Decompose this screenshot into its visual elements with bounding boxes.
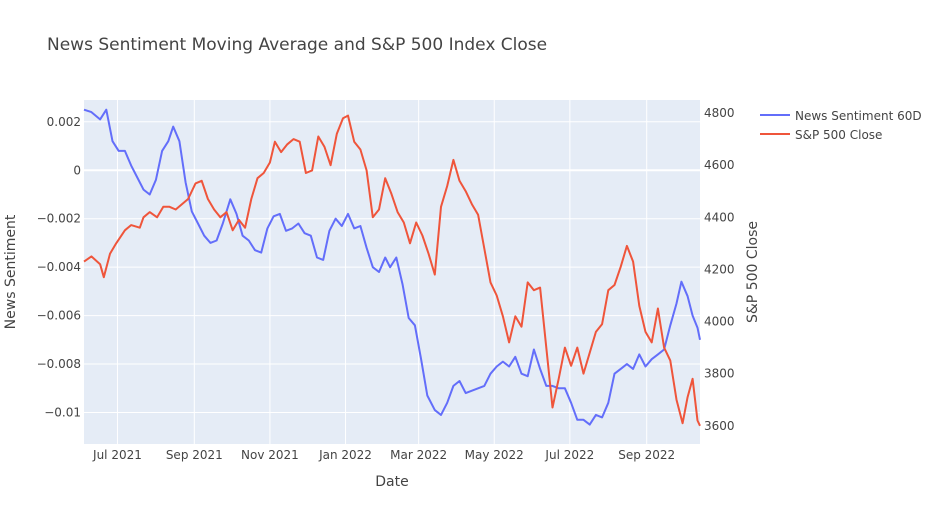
x-tick-label: May 2022	[465, 448, 524, 462]
series-layer	[83, 108, 701, 427]
x-tick-label: Sep 2022	[618, 448, 675, 462]
y2-tick-label: 3800	[704, 367, 735, 381]
y-tick-label: −0.004	[37, 260, 81, 274]
chart-title: News Sentiment Moving Average and S&P 50…	[47, 35, 547, 55]
x-tick-label: Mar 2022	[390, 448, 447, 462]
legend-label-sentiment[interactable]: News Sentiment 60D	[795, 109, 922, 123]
sp500-line[interactable]	[83, 114, 701, 427]
y2-tick-label: 4600	[704, 158, 735, 172]
y2-tick-label: 3600	[704, 419, 735, 433]
y-tick-label: −0.008	[37, 357, 81, 371]
x-axis-title: Date	[375, 474, 408, 490]
x-gridlines	[116, 100, 648, 444]
x-tick-label: Jan 2022	[318, 448, 372, 462]
y2-tick-labels: 3600 3800 4000 4200 4400 4600 4800	[704, 106, 735, 433]
x-tick-label: Nov 2021	[241, 448, 299, 462]
y-tick-label: −0.01	[44, 406, 81, 420]
y-tick-label: 0	[73, 163, 81, 177]
legend: News Sentiment 60D S&P 500 Close	[760, 109, 922, 142]
legend-label-sp500[interactable]: S&P 500 Close	[795, 128, 882, 142]
x-tick-labels: Jul 2021 Sep 2021 Nov 2021 Jan 2022 Mar 2022…	[92, 448, 675, 462]
x-tick-label: Sep 2021	[166, 448, 223, 462]
y-tick-label: −0.002	[37, 212, 81, 226]
y-tick-label: 0.002	[47, 115, 81, 129]
y2-tick-label: 4800	[704, 106, 735, 120]
plot-area[interactable]	[84, 100, 700, 444]
x-tick-label: Jul 2022	[544, 448, 594, 462]
y2-tick-label: 4400	[704, 210, 735, 224]
x-tick-label: Jul 2021	[92, 448, 142, 462]
y2-tick-label: 4200	[704, 262, 735, 276]
y-tick-labels: 0.002 0 −0.002 −0.004 −0.006 −0.008 −0.01	[37, 115, 81, 420]
sentiment-line[interactable]	[83, 108, 701, 426]
y2-axis-title: S&P 500 Close	[745, 221, 761, 323]
y-tick-label: −0.006	[37, 309, 81, 323]
y-gridlines	[84, 121, 700, 414]
y-axis-title: News Sentiment	[3, 214, 19, 329]
y2-tick-label: 4000	[704, 315, 735, 329]
